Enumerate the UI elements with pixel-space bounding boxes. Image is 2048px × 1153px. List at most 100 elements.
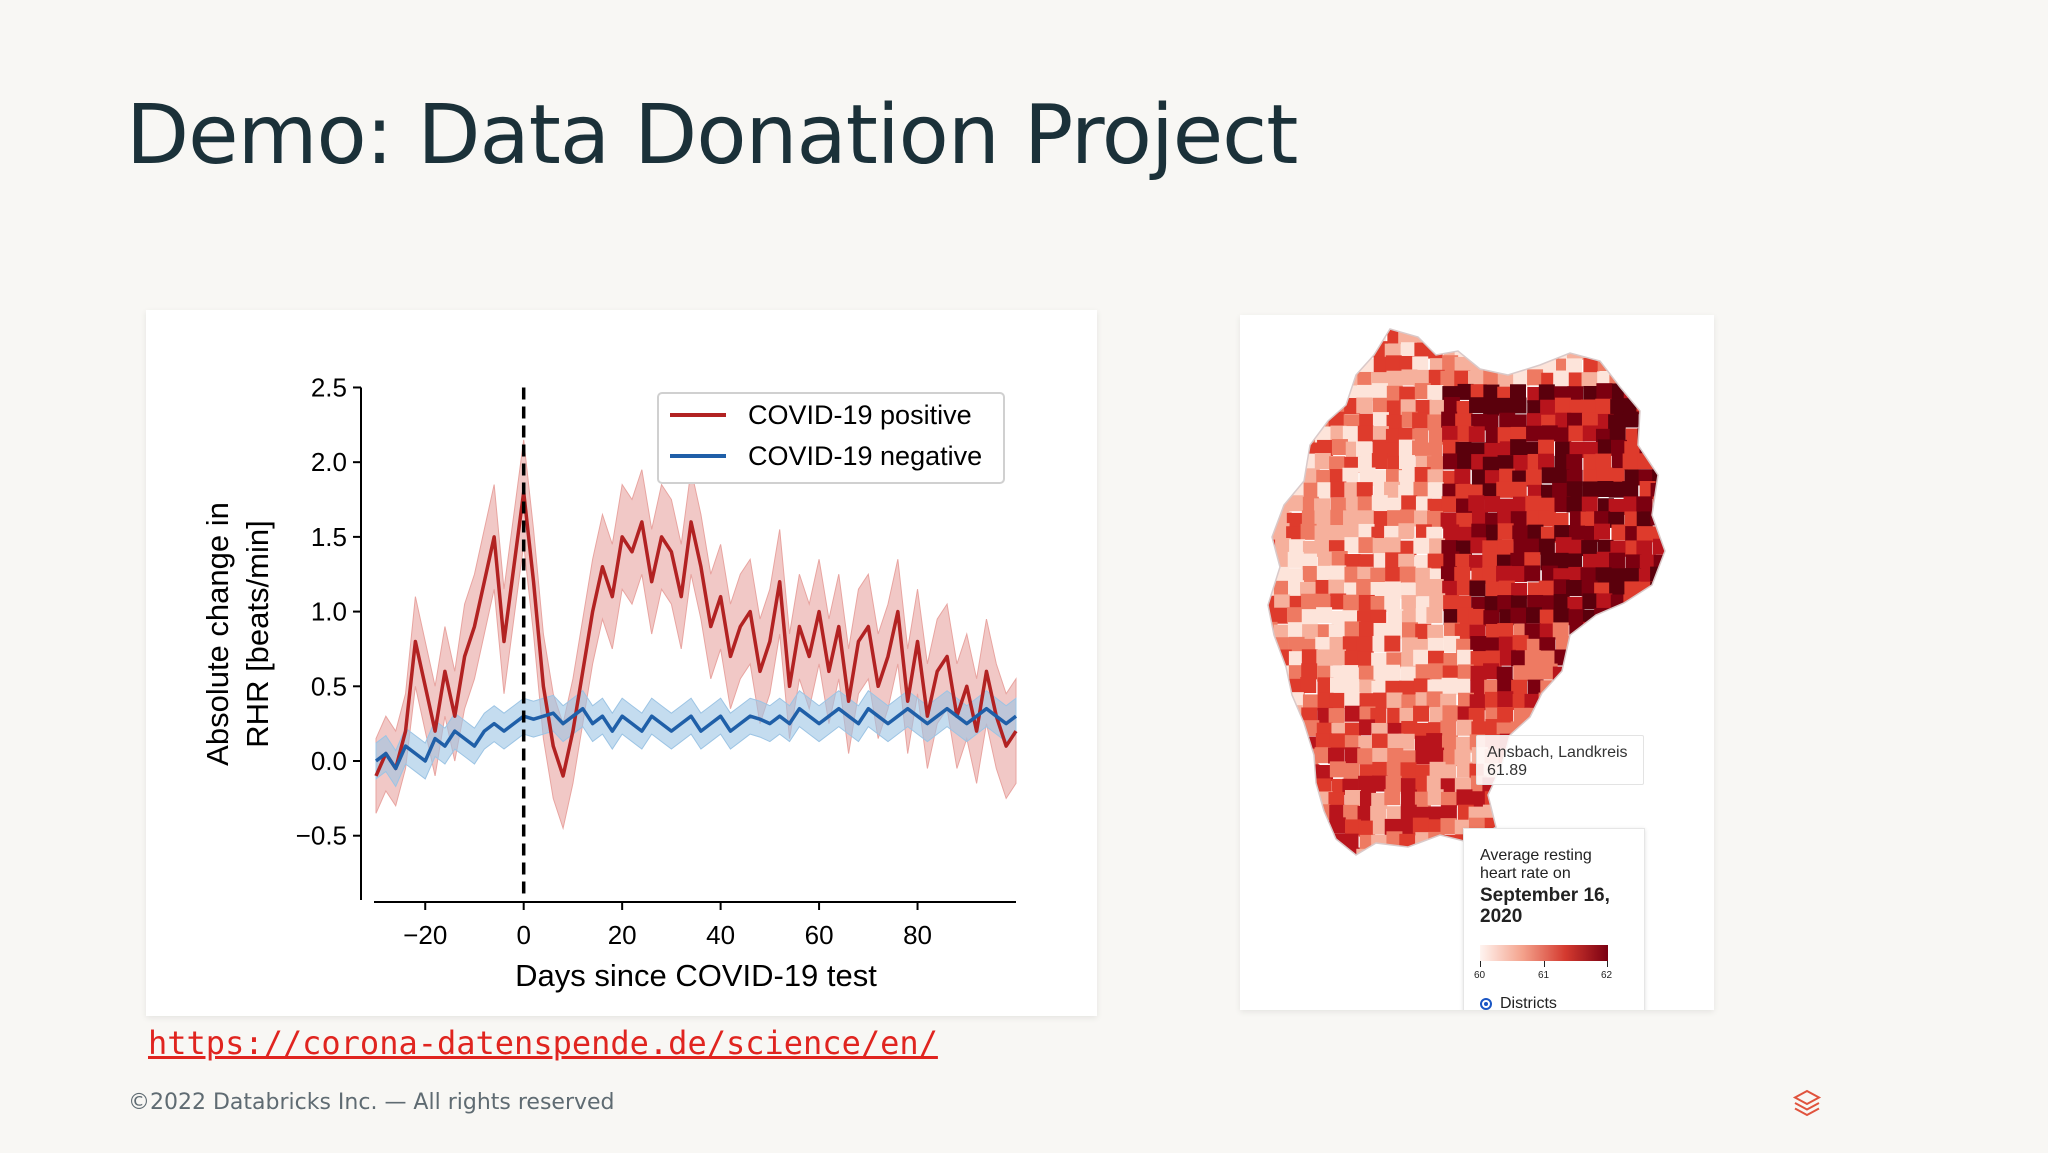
district-cell[interactable]	[1359, 679, 1376, 696]
district-cell[interactable]	[1427, 414, 1444, 431]
district-cell[interactable]	[1553, 370, 1570, 387]
district-cell[interactable]	[1331, 439, 1348, 456]
district-cell[interactable]	[1651, 399, 1667, 416]
district-cell[interactable]	[1456, 761, 1473, 778]
district-cell[interactable]	[1513, 455, 1530, 472]
district-cell[interactable]	[1554, 649, 1571, 666]
district-cell[interactable]	[1622, 607, 1639, 624]
district-cell[interactable]	[1415, 860, 1431, 876]
district-cell[interactable]	[1358, 554, 1375, 571]
district-cell[interactable]	[1553, 316, 1570, 333]
district-cell[interactable]	[1471, 596, 1488, 613]
district-cell[interactable]	[1597, 720, 1614, 737]
district-cell[interactable]	[1525, 341, 1542, 358]
district-cell[interactable]	[1622, 411, 1639, 428]
district-cell[interactable]	[1608, 693, 1625, 710]
district-cell[interactable]	[1272, 818, 1289, 835]
district-cell[interactable]	[1344, 692, 1361, 709]
district-cell[interactable]	[1637, 384, 1654, 401]
district-cell[interactable]	[1401, 789, 1418, 806]
district-cell[interactable]	[1624, 315, 1641, 332]
district-cell[interactable]	[1357, 425, 1374, 442]
district-cell[interactable]	[1314, 384, 1331, 401]
district-cell[interactable]	[1468, 495, 1485, 512]
district-cell[interactable]	[1300, 553, 1317, 570]
district-cell[interactable]	[1329, 636, 1346, 653]
district-cell[interactable]	[1275, 763, 1292, 780]
district-cell[interactable]	[1510, 566, 1527, 583]
district-cell[interactable]	[1636, 397, 1653, 414]
district-cell[interactable]	[1286, 806, 1303, 823]
district-cell[interactable]	[1653, 733, 1669, 750]
district-cell[interactable]	[1344, 621, 1361, 638]
district-cell[interactable]	[1653, 607, 1669, 624]
district-cell[interactable]	[1329, 456, 1346, 473]
district-cell[interactable]	[1608, 481, 1625, 498]
district-cell[interactable]	[1401, 622, 1418, 639]
district-cell[interactable]	[1315, 342, 1332, 359]
district-cell[interactable]	[1666, 807, 1682, 823]
district-cell[interactable]	[1597, 804, 1614, 821]
district-cell[interactable]	[1289, 862, 1305, 878]
district-cell[interactable]	[1288, 651, 1305, 668]
district-cell[interactable]	[1569, 525, 1586, 542]
district-cell[interactable]	[1357, 566, 1374, 583]
district-cell[interactable]	[1385, 315, 1402, 332]
district-cell[interactable]	[1454, 356, 1471, 373]
district-cell[interactable]	[1553, 707, 1570, 724]
district-cell[interactable]	[1623, 651, 1640, 668]
district-cell[interactable]	[1637, 790, 1654, 807]
district-cell[interactable]	[1668, 343, 1684, 359]
district-cell[interactable]	[1272, 707, 1289, 724]
district-cell[interactable]	[1357, 805, 1374, 822]
district-cell[interactable]	[1569, 663, 1586, 680]
district-cell[interactable]	[1287, 551, 1304, 568]
district-cell[interactable]	[1566, 706, 1583, 723]
district-cell[interactable]	[1316, 848, 1333, 865]
district-cell[interactable]	[1289, 343, 1306, 360]
district-cell[interactable]	[1580, 399, 1597, 416]
district-cell[interactable]	[1398, 680, 1415, 697]
district-cell[interactable]	[1552, 691, 1569, 708]
district-cell[interactable]	[1300, 330, 1317, 347]
district-cell[interactable]	[1554, 806, 1571, 823]
district-cell[interactable]	[1456, 789, 1473, 806]
district-cell[interactable]	[1510, 511, 1527, 528]
district-cell[interactable]	[1664, 580, 1680, 597]
district-cell[interactable]	[1413, 315, 1430, 330]
district-cell[interactable]	[1398, 553, 1415, 570]
district-cell[interactable]	[1317, 439, 1334, 456]
district-cell[interactable]	[1261, 595, 1277, 612]
district-cell[interactable]	[1302, 565, 1319, 582]
district-cell[interactable]	[1552, 482, 1569, 499]
district-cell[interactable]	[1261, 469, 1278, 486]
district-cell[interactable]	[1623, 720, 1640, 737]
district-cell[interactable]	[1582, 789, 1599, 806]
district-cell[interactable]	[1329, 733, 1346, 750]
district-cell[interactable]	[1288, 580, 1305, 597]
district-cell[interactable]	[1260, 413, 1276, 430]
district-cell[interactable]	[1567, 329, 1584, 346]
district-cell[interactable]	[1427, 848, 1444, 864]
district-cell[interactable]	[1651, 636, 1667, 653]
district-cell[interactable]	[1398, 523, 1415, 540]
district-cell[interactable]	[1483, 399, 1500, 416]
district-cell[interactable]	[1667, 847, 1683, 863]
district-cell[interactable]	[1343, 678, 1360, 695]
district-cell[interactable]	[1666, 498, 1682, 514]
district-cell[interactable]	[1413, 481, 1430, 498]
district-cell[interactable]	[1652, 722, 1669, 739]
district-cell[interactable]	[1625, 330, 1642, 347]
district-cell[interactable]	[1261, 819, 1278, 836]
district-cell[interactable]	[1328, 579, 1345, 596]
district-cell[interactable]	[1329, 817, 1346, 834]
district-cell[interactable]	[1259, 846, 1276, 863]
district-cell[interactable]	[1541, 789, 1558, 806]
district-cell[interactable]	[1594, 511, 1611, 528]
district-cell[interactable]	[1344, 747, 1361, 764]
district-cell[interactable]	[1667, 595, 1683, 611]
district-cell[interactable]	[1594, 523, 1611, 540]
district-cell[interactable]	[1469, 580, 1486, 597]
district-cell[interactable]	[1359, 317, 1376, 333]
district-cell[interactable]	[1427, 860, 1443, 876]
